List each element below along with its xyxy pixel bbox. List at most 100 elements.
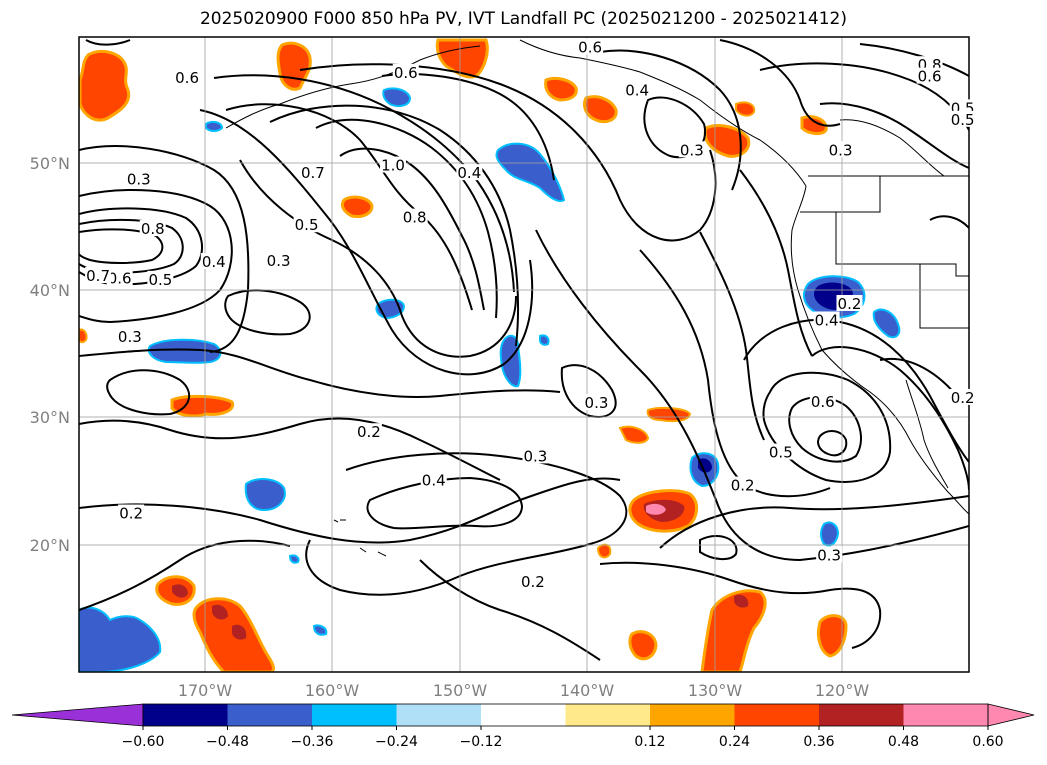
colorbar-tick-label: −0.36 (291, 734, 334, 750)
colorbar-tick-label: 0.48 (888, 734, 919, 750)
coastline (225, 39, 969, 557)
lon-label: 150°W (433, 681, 488, 700)
shade-blue (499, 334, 522, 388)
contour-label-bg (827, 141, 854, 158)
contour-label-bg (678, 141, 705, 158)
lon-label: 120°W (815, 681, 870, 700)
contour-label: 0.7 (301, 164, 325, 182)
contour-line (79, 348, 561, 399)
contour-line (719, 39, 841, 127)
ivt-pc-shading (79, 38, 969, 672)
colorbar-segment (227, 704, 313, 726)
contour-label: 0.3 (829, 141, 853, 159)
contour-label-bg (174, 68, 201, 85)
contour-label: 0.2 (357, 423, 381, 441)
contour-line (85, 39, 131, 46)
lon-label: 160°W (305, 681, 360, 700)
contour-label-bg (809, 392, 836, 409)
coastline-segment (920, 263, 969, 277)
contour-label-bg (949, 388, 976, 405)
contour-label: 0.3 (524, 447, 548, 465)
coastline-segment (225, 45, 481, 129)
shade-orange (700, 589, 767, 672)
contour-line (79, 189, 233, 324)
contour-label-bg (106, 269, 133, 286)
contour-label-bg (116, 327, 143, 344)
contour-label: 0.3 (118, 328, 142, 346)
lon-label: 140°W (560, 681, 615, 700)
colorbar-tick-label: 0.24 (719, 734, 750, 750)
colorbar-segment (143, 704, 228, 726)
contour-label: 0.5 (295, 216, 319, 234)
contour-label: 0.5 (769, 444, 793, 462)
contour-label-bg (729, 476, 756, 493)
contour-label: 0.6 (175, 69, 199, 87)
contour-label-bg (949, 110, 976, 127)
contour-line (213, 74, 515, 293)
shade-orange (79, 328, 88, 344)
contour-labels: 0.30.80.6 0.50.70.30.4 0.30.70.51.00.80.40… (85, 38, 976, 591)
shade-orange (79, 50, 131, 122)
contour-line (79, 218, 184, 274)
lat-label: 40°N (30, 281, 70, 300)
lat-label: 20°N (30, 536, 70, 555)
contour-label-bg (299, 164, 326, 181)
contour-label: 0.4 (625, 82, 649, 100)
coastline-segment (800, 176, 881, 213)
contour-line (79, 228, 164, 264)
shade-orange (582, 95, 618, 124)
colorbar-segment (312, 704, 397, 726)
contour-label: 0.2 (119, 505, 143, 523)
longitude-labels: 170°W 160°W 150°W 140°W 130°W 120°W (178, 681, 870, 700)
pv-contours (79, 39, 969, 661)
colorbar-segment (481, 704, 566, 726)
contour-label-bg (200, 253, 227, 270)
contour-label-bg (767, 443, 794, 460)
contour-label-bg (519, 573, 546, 590)
contour-label: 0.3 (127, 171, 151, 189)
lon-label: 130°W (688, 681, 743, 700)
colorbar-segment (734, 704, 820, 726)
contour-label-bg (401, 208, 428, 225)
contour-label-bg (392, 63, 419, 80)
contour-line (79, 477, 621, 544)
shade-orange (596, 543, 612, 559)
colorbar-segment (396, 704, 482, 726)
contour-line (929, 215, 969, 229)
shade-blue (382, 87, 412, 107)
colorbar-segment (819, 704, 904, 726)
contour-label: 0.7 (86, 267, 110, 285)
colorbar-segment (565, 704, 651, 726)
contour-label: 0.6 (108, 270, 132, 288)
contour-label-bg (577, 38, 604, 55)
contour-label-bg (420, 471, 447, 488)
contour-label: 0.5 (148, 271, 172, 289)
shade-blue (79, 606, 162, 672)
colorbar-extend-max (987, 703, 1035, 727)
contour-label: 0.3 (585, 394, 609, 412)
lon-label: 170°W (178, 681, 233, 700)
shade-blue (205, 120, 224, 132)
coastline-segment (519, 39, 807, 187)
shade-orange (170, 394, 235, 418)
lat-label: 50°N (30, 154, 70, 173)
contour-label: 0.4 (422, 472, 446, 490)
colorbar-tick-label: 0.60 (972, 734, 1003, 750)
contour-label: 0.4 (202, 253, 226, 271)
coastline-segment (839, 119, 945, 177)
shade-orange (735, 101, 756, 117)
contour-label-bg (355, 423, 382, 440)
map-frame (78, 36, 970, 673)
contour-line (739, 169, 813, 357)
contour-line (699, 231, 765, 441)
contour-label: 0.2 (731, 477, 755, 495)
shade-pink (646, 503, 666, 515)
contour-line (79, 539, 291, 611)
shade-orange (340, 195, 374, 218)
contour-line (79, 145, 250, 353)
colorbar-tick-label: 0.12 (634, 734, 665, 750)
contour-label: 0.6 (918, 68, 942, 86)
contour-line (859, 43, 969, 77)
contour-label-bg (583, 394, 610, 411)
